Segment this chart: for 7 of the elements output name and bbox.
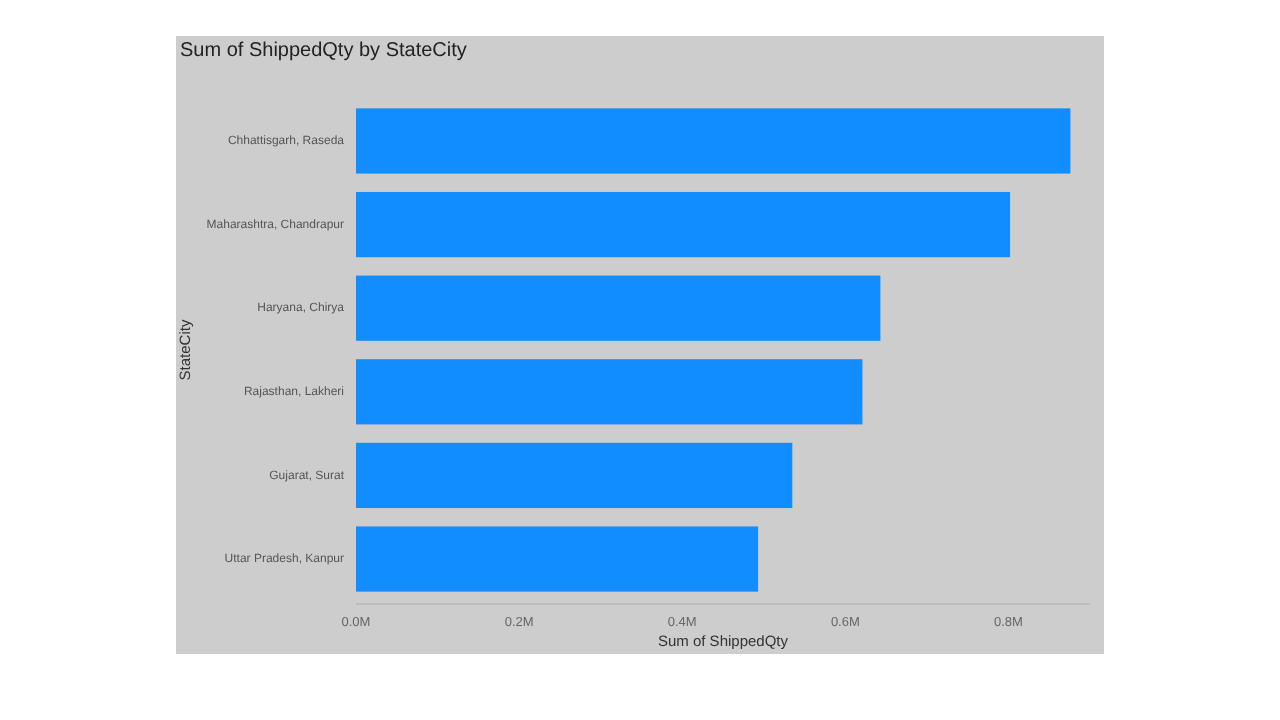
bar	[356, 526, 759, 592]
chart-title: Sum of ShippedQty by StateCity	[180, 40, 467, 62]
bar	[356, 359, 863, 425]
bar	[356, 108, 1071, 174]
bar	[356, 191, 1011, 258]
bar	[356, 442, 793, 509]
bar	[356, 275, 881, 341]
